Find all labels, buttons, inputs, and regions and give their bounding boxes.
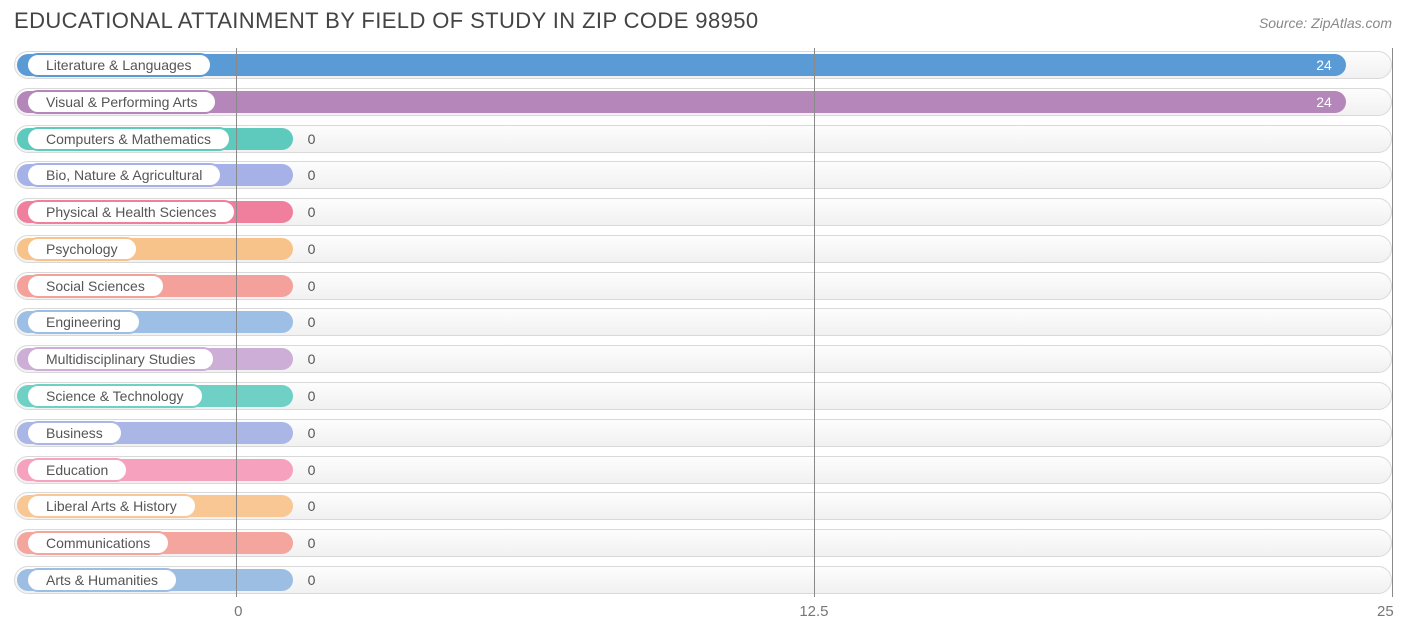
value-label: 0: [308, 498, 316, 514]
value-label: 0: [308, 388, 316, 404]
category-pill: Communications: [26, 531, 170, 555]
value-label: 0: [308, 278, 316, 294]
value-label: 0: [308, 425, 316, 441]
value-label: 24: [1316, 94, 1332, 110]
value-label: 24: [1316, 57, 1332, 73]
category-pill: Computers & Mathematics: [26, 127, 231, 151]
value-label: 0: [308, 204, 316, 220]
category-pill: Social Sciences: [26, 274, 165, 298]
gridline: [814, 48, 815, 597]
category-pill: Business: [26, 421, 123, 445]
chart-title: EDUCATIONAL ATTAINMENT BY FIELD OF STUDY…: [14, 8, 758, 34]
chart-source: Source: ZipAtlas.com: [1259, 15, 1392, 31]
category-pill: Engineering: [26, 310, 141, 334]
bar-row: Arts & Humanities 0: [14, 566, 1392, 594]
bar-row: Science & Technology 0: [14, 382, 1392, 410]
bar-row: Computers & Mathematics 0: [14, 125, 1392, 153]
bar-row: Multidisciplinary Studies 0: [14, 345, 1392, 373]
category-pill: Science & Technology: [26, 384, 204, 408]
bar-row: Physical & Health Sciences 0: [14, 198, 1392, 226]
gridline: [1392, 48, 1393, 597]
x-tick-label: 0: [234, 603, 242, 620]
bar-row: Education 0: [14, 456, 1392, 484]
value-label: 0: [308, 572, 316, 588]
bar-fill: [17, 54, 1346, 76]
x-tick-label: 25: [1377, 603, 1394, 620]
value-label: 0: [308, 314, 316, 330]
category-pill: Arts & Humanities: [26, 568, 178, 592]
value-label: 0: [308, 241, 316, 257]
plot-area: Literature & Languages24Visual & Perform…: [14, 48, 1392, 597]
category-pill: Bio, Nature & Agricultural: [26, 163, 222, 187]
education-bar-chart: EDUCATIONAL ATTAINMENT BY FIELD OF STUDY…: [0, 0, 1406, 631]
value-label: 0: [308, 462, 316, 478]
bar-row: Bio, Nature & Agricultural 0: [14, 161, 1392, 189]
value-label: 0: [308, 351, 316, 367]
bar-row: Literature & Languages 24: [14, 51, 1392, 79]
category-pill: Visual & Performing Arts: [26, 90, 217, 114]
gridline: [236, 48, 237, 597]
category-pill: Literature & Languages: [26, 53, 212, 77]
x-tick-label: 12.5: [799, 603, 828, 620]
category-pill: Liberal Arts & History: [26, 494, 197, 518]
bar-row: Liberal Arts & History 0: [14, 492, 1392, 520]
category-pill: Multidisciplinary Studies: [26, 347, 215, 371]
chart-rows: Literature & Languages24Visual & Perform…: [14, 48, 1392, 597]
value-label: 0: [308, 167, 316, 183]
value-label: 0: [308, 535, 316, 551]
bar-row: Visual & Performing Arts 24: [14, 88, 1392, 116]
value-label: 0: [308, 131, 316, 147]
category-pill: Education: [26, 458, 128, 482]
bar-row: Engineering 0: [14, 308, 1392, 336]
bar-row: Social Sciences 0: [14, 272, 1392, 300]
bar-row: Business 0: [14, 419, 1392, 447]
category-pill: Physical & Health Sciences: [26, 200, 236, 224]
bar-row: Communications 0: [14, 529, 1392, 557]
x-axis: 0 12.5 25: [14, 603, 1392, 623]
chart-header: EDUCATIONAL ATTAINMENT BY FIELD OF STUDY…: [0, 0, 1406, 38]
bar-row: Psychology 0: [14, 235, 1392, 263]
category-pill: Psychology: [26, 237, 138, 261]
